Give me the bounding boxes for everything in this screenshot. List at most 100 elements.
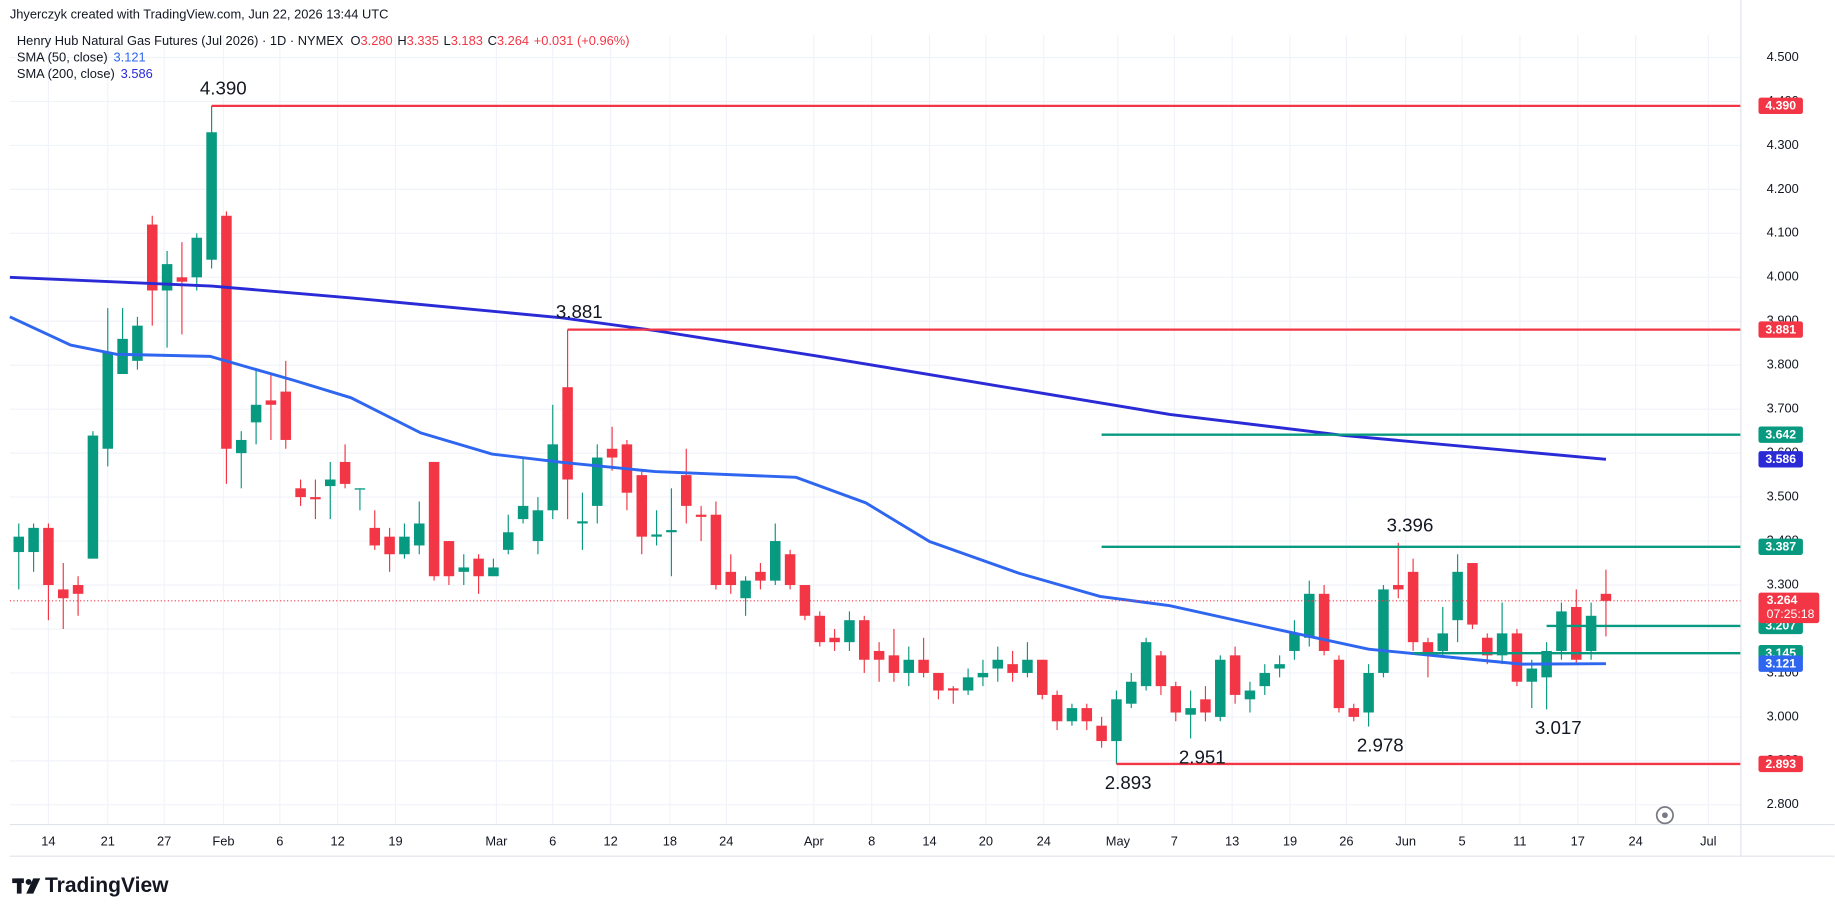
x-tick-label: Jul [1700, 834, 1716, 849]
candle-body [1585, 615, 1597, 651]
x-tick-label: 14 [41, 834, 55, 849]
candle-body [1081, 708, 1093, 722]
candle-body [547, 444, 559, 511]
annotation: 4.390 [200, 77, 247, 98]
candle-body [1126, 681, 1137, 704]
candle-body [1289, 633, 1300, 651]
sma-value: 3.121 [113, 50, 145, 65]
candle-body [176, 277, 188, 282]
candle-body [443, 541, 455, 577]
candle-body [1051, 694, 1063, 722]
candle-body [1482, 637, 1493, 656]
candle-body [903, 659, 915, 673]
candle-body [577, 521, 588, 524]
price-label-box [1758, 451, 1803, 468]
annotation: 2.951 [1179, 746, 1226, 767]
candle-body [799, 585, 811, 616]
candle-body [132, 325, 143, 361]
candle-body [1511, 633, 1523, 682]
price-label-box [1758, 426, 1803, 443]
candle-body [814, 615, 826, 643]
sma-line [9, 275, 1607, 461]
axes: 2.8002.9003.0003.1003.2003.3003.4003.500… [41, 49, 1820, 849]
candle-body [1066, 708, 1078, 722]
candle-body [502, 532, 514, 550]
candle-body [295, 488, 306, 498]
legend: Henry Hub Natural Gas Futures (Jul 2026)… [17, 33, 630, 48]
candle-body [1496, 633, 1508, 656]
annotation: 2.893 [1105, 772, 1152, 793]
x-tick-label: 27 [157, 834, 171, 849]
y-tick-label: 3.300 [1767, 576, 1799, 591]
candle-body [399, 536, 410, 555]
x-tick-label: 18 [663, 834, 677, 849]
title: Henry Hub Natural Gas Futures (Jul 2026)… [17, 33, 344, 48]
candle-body [1215, 659, 1226, 717]
candle-body [57, 589, 69, 599]
candle-body [770, 541, 781, 581]
x-tick-label: 19 [1283, 834, 1297, 849]
candle-body [755, 571, 766, 581]
annotation: 2.978 [1357, 734, 1404, 755]
candle-body [117, 338, 128, 375]
candle-body [1096, 725, 1107, 742]
candle-body [384, 536, 395, 555]
candle-body [1200, 699, 1211, 713]
candle-body [102, 352, 114, 449]
logo-mark [26, 878, 41, 894]
x-tick-label: 7 [1171, 834, 1178, 849]
x-tick-label: Apr [804, 834, 825, 849]
grid [9, 35, 1741, 825]
candle-body [1422, 642, 1434, 656]
x-tick-label: Mar [485, 834, 508, 849]
candle-body [918, 659, 929, 673]
candle-body [873, 650, 885, 660]
candle-body [72, 585, 84, 594]
logo: TradingView [12, 874, 169, 897]
candle-body [1571, 606, 1582, 660]
candle-body [13, 536, 25, 553]
candle-body [725, 571, 737, 586]
candle-body [221, 215, 232, 449]
logo-mark [25, 878, 32, 885]
candle-body [235, 439, 247, 454]
candle-body [1467, 563, 1478, 625]
candle-body [1556, 611, 1567, 651]
price-label: 3.121 [1765, 657, 1796, 671]
y-tick-label: 3.500 [1767, 488, 1799, 503]
candle-body [532, 510, 544, 542]
candle-body [1274, 664, 1285, 669]
candle-body [1437, 633, 1449, 651]
x-tick-label: May [1106, 834, 1131, 849]
x-tick-label: 8 [868, 834, 875, 849]
sma-legend: SMA (50, close) 3.121 [17, 50, 146, 65]
y-tick-label: 3.000 [1767, 708, 1799, 723]
y-tick-label: 4.200 [1767, 181, 1799, 196]
x-tick-label: 5 [1458, 834, 1465, 849]
annotation: 3.881 [556, 301, 603, 322]
ohlc-key: H [397, 33, 406, 48]
candle-body [1170, 686, 1182, 713]
eye-icon[interactable] [1655, 806, 1674, 825]
candle-body [354, 488, 366, 490]
plot: 4.390 3.881 3.396 2.893 2.951 2.978 3.017 [9, 77, 1741, 793]
candle-body [1333, 659, 1345, 709]
candle-body [1229, 655, 1241, 695]
x-tick-label: Jun [1395, 834, 1416, 849]
x-tick-label: 24 [719, 834, 733, 849]
candle-body [146, 224, 158, 291]
candle-body [681, 475, 692, 506]
candle-body [1452, 571, 1463, 621]
candle-body [280, 391, 292, 440]
candle-body [859, 620, 870, 660]
candle-body [1037, 659, 1048, 695]
x-tick-label: 11 [1513, 834, 1526, 849]
candle-body [948, 688, 959, 691]
y-tick-label: 4.000 [1767, 269, 1799, 284]
y-tick-label: 3.800 [1767, 357, 1799, 372]
candle-body [1244, 690, 1256, 700]
candle-body [695, 514, 707, 517]
candle-body [1363, 672, 1374, 713]
candle-body [1140, 642, 1152, 687]
x-tick-label: 13 [1225, 834, 1239, 849]
